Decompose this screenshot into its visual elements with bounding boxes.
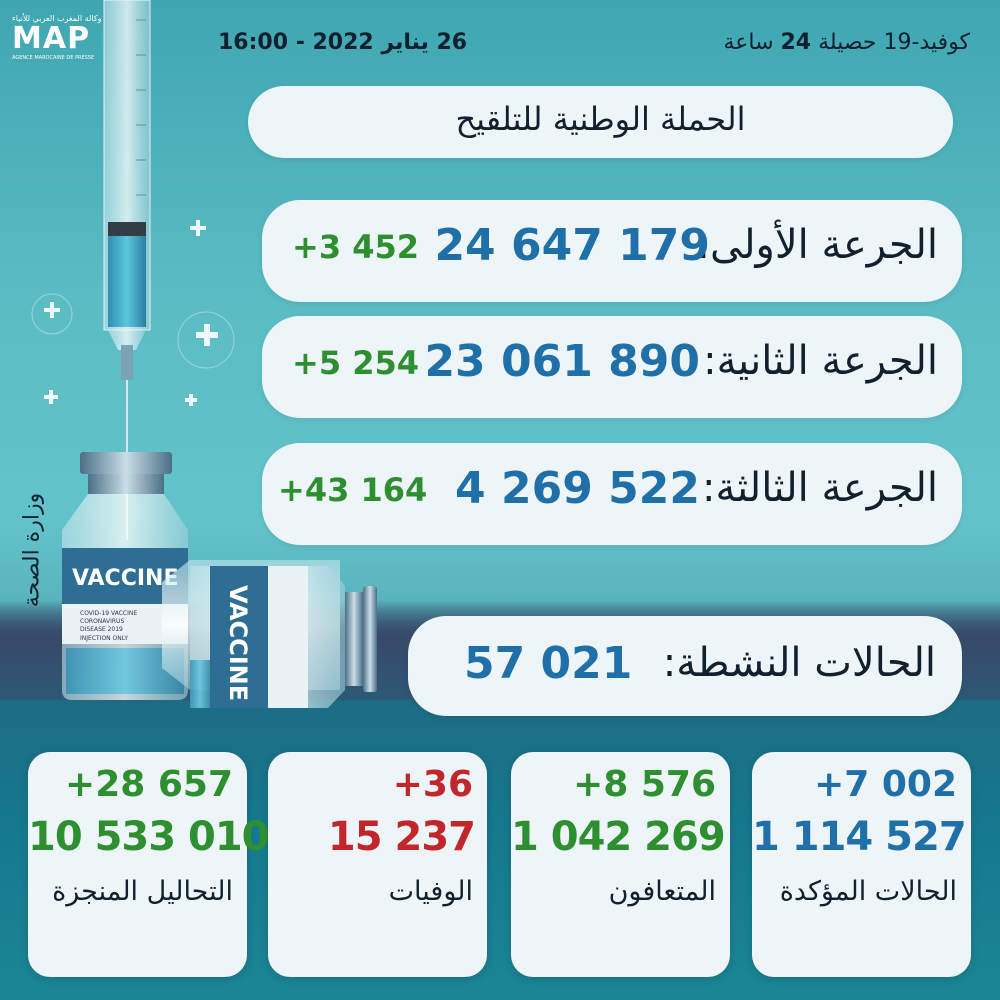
dose-row-second: الجرعة الثانية: 23 061 890 +5 254 <box>262 316 962 418</box>
header-covid-title: كوفيد-19 حصيلة 24 ساعة <box>723 30 970 55</box>
active-cases-label: الحالات النشطة: <box>662 640 936 686</box>
active-cases-value: 57 021 <box>464 638 633 689</box>
vial-label: VACCINE <box>72 566 178 591</box>
dose-value: 23 061 890 <box>424 336 700 387</box>
header-covid-hours: 24 <box>780 30 812 55</box>
tilted-vial-body: VACCINE <box>190 566 377 708</box>
logo-arabic-text: وكالة المغرب العربي للأنباء <box>12 14 102 23</box>
card-delta: +8 576 <box>573 764 716 805</box>
logo-text: MAP <box>12 21 91 56</box>
map-logo: وكالة المغرب العربي للأنباء MAP AGENCE M… <box>12 14 112 72</box>
active-cases-pill: الحالات النشطة: 57 021 <box>408 616 962 716</box>
header-covid-suffix: ساعة <box>723 30 774 55</box>
logo-subtitle: AGENCE MAROCAINE DE PRESSE <box>12 55 95 61</box>
card-value: 1 114 527 <box>752 814 967 860</box>
dose-delta: +43 164 <box>278 471 428 509</box>
dose-row-first: الجرعة الأولى: 24 647 179 +3 452 <box>262 200 962 302</box>
dose-label: الجرعة الأولى: <box>696 222 938 268</box>
dose-row-third: الجرعة الثالثة: 4 269 522 +43 164 <box>262 443 962 545</box>
svg-text:DISEASE 2019: DISEASE 2019 <box>80 626 123 633</box>
card-delta: +28 657 <box>65 764 233 805</box>
ministry-label: وزارة الصحة <box>12 470 52 630</box>
deaths-card: +36 15 237 الوفيات <box>268 752 487 977</box>
svg-text:INJECTION ONLY: INJECTION ONLY <box>80 635 128 642</box>
card-value: 10 533 010 <box>28 814 270 860</box>
card-label: الوفيات <box>388 876 473 907</box>
card-value: 1 042 269 <box>511 814 726 860</box>
svg-text:COVID-19 VACCINE: COVID-19 VACCINE <box>80 610 137 617</box>
card-value: 15 237 <box>327 814 476 860</box>
dose-value: 24 647 179 <box>434 220 710 271</box>
card-label: الحالات المؤكدة <box>779 876 957 907</box>
campaign-title: الحملة الوطنية للتلقيح <box>455 100 746 138</box>
sparkle-icons <box>31 220 235 406</box>
tilted-vial-label: VACCINE <box>224 585 252 701</box>
header-date: 26 يناير 2022 - 16:00 <box>218 30 468 55</box>
card-label: التحاليل المنجزة <box>52 876 233 907</box>
svg-text:CORONAVIRUS: CORONAVIRUS <box>80 618 124 625</box>
card-delta: +36 <box>392 764 473 805</box>
dose-delta: +5 254 <box>292 344 420 382</box>
ministry-text: وزارة الصحة <box>19 492 45 608</box>
recovered-card: +8 576 1 042 269 المتعافون <box>511 752 730 977</box>
tests-card: +28 657 10 533 010 التحاليل المنجزة <box>28 752 270 977</box>
dose-delta: +3 452 <box>292 228 420 266</box>
header-covid-prefix: كوفيد-19 حصيلة <box>818 30 970 55</box>
card-label: المتعافون <box>608 876 716 907</box>
vaccine-illustration: VACCINE COVID-19 VACCINE CORONAVIRUS DIS… <box>31 0 377 708</box>
confirmed-cases-card: +7 002 1 114 527 الحالات المؤكدة <box>752 752 971 977</box>
campaign-title-pill: الحملة الوطنية للتلقيح <box>248 86 953 158</box>
dose-value: 4 269 522 <box>455 463 700 514</box>
dose-label: الجرعة الثانية: <box>703 338 938 384</box>
dose-label: الجرعة الثالثة: <box>702 465 938 511</box>
card-delta: +7 002 <box>814 764 957 805</box>
